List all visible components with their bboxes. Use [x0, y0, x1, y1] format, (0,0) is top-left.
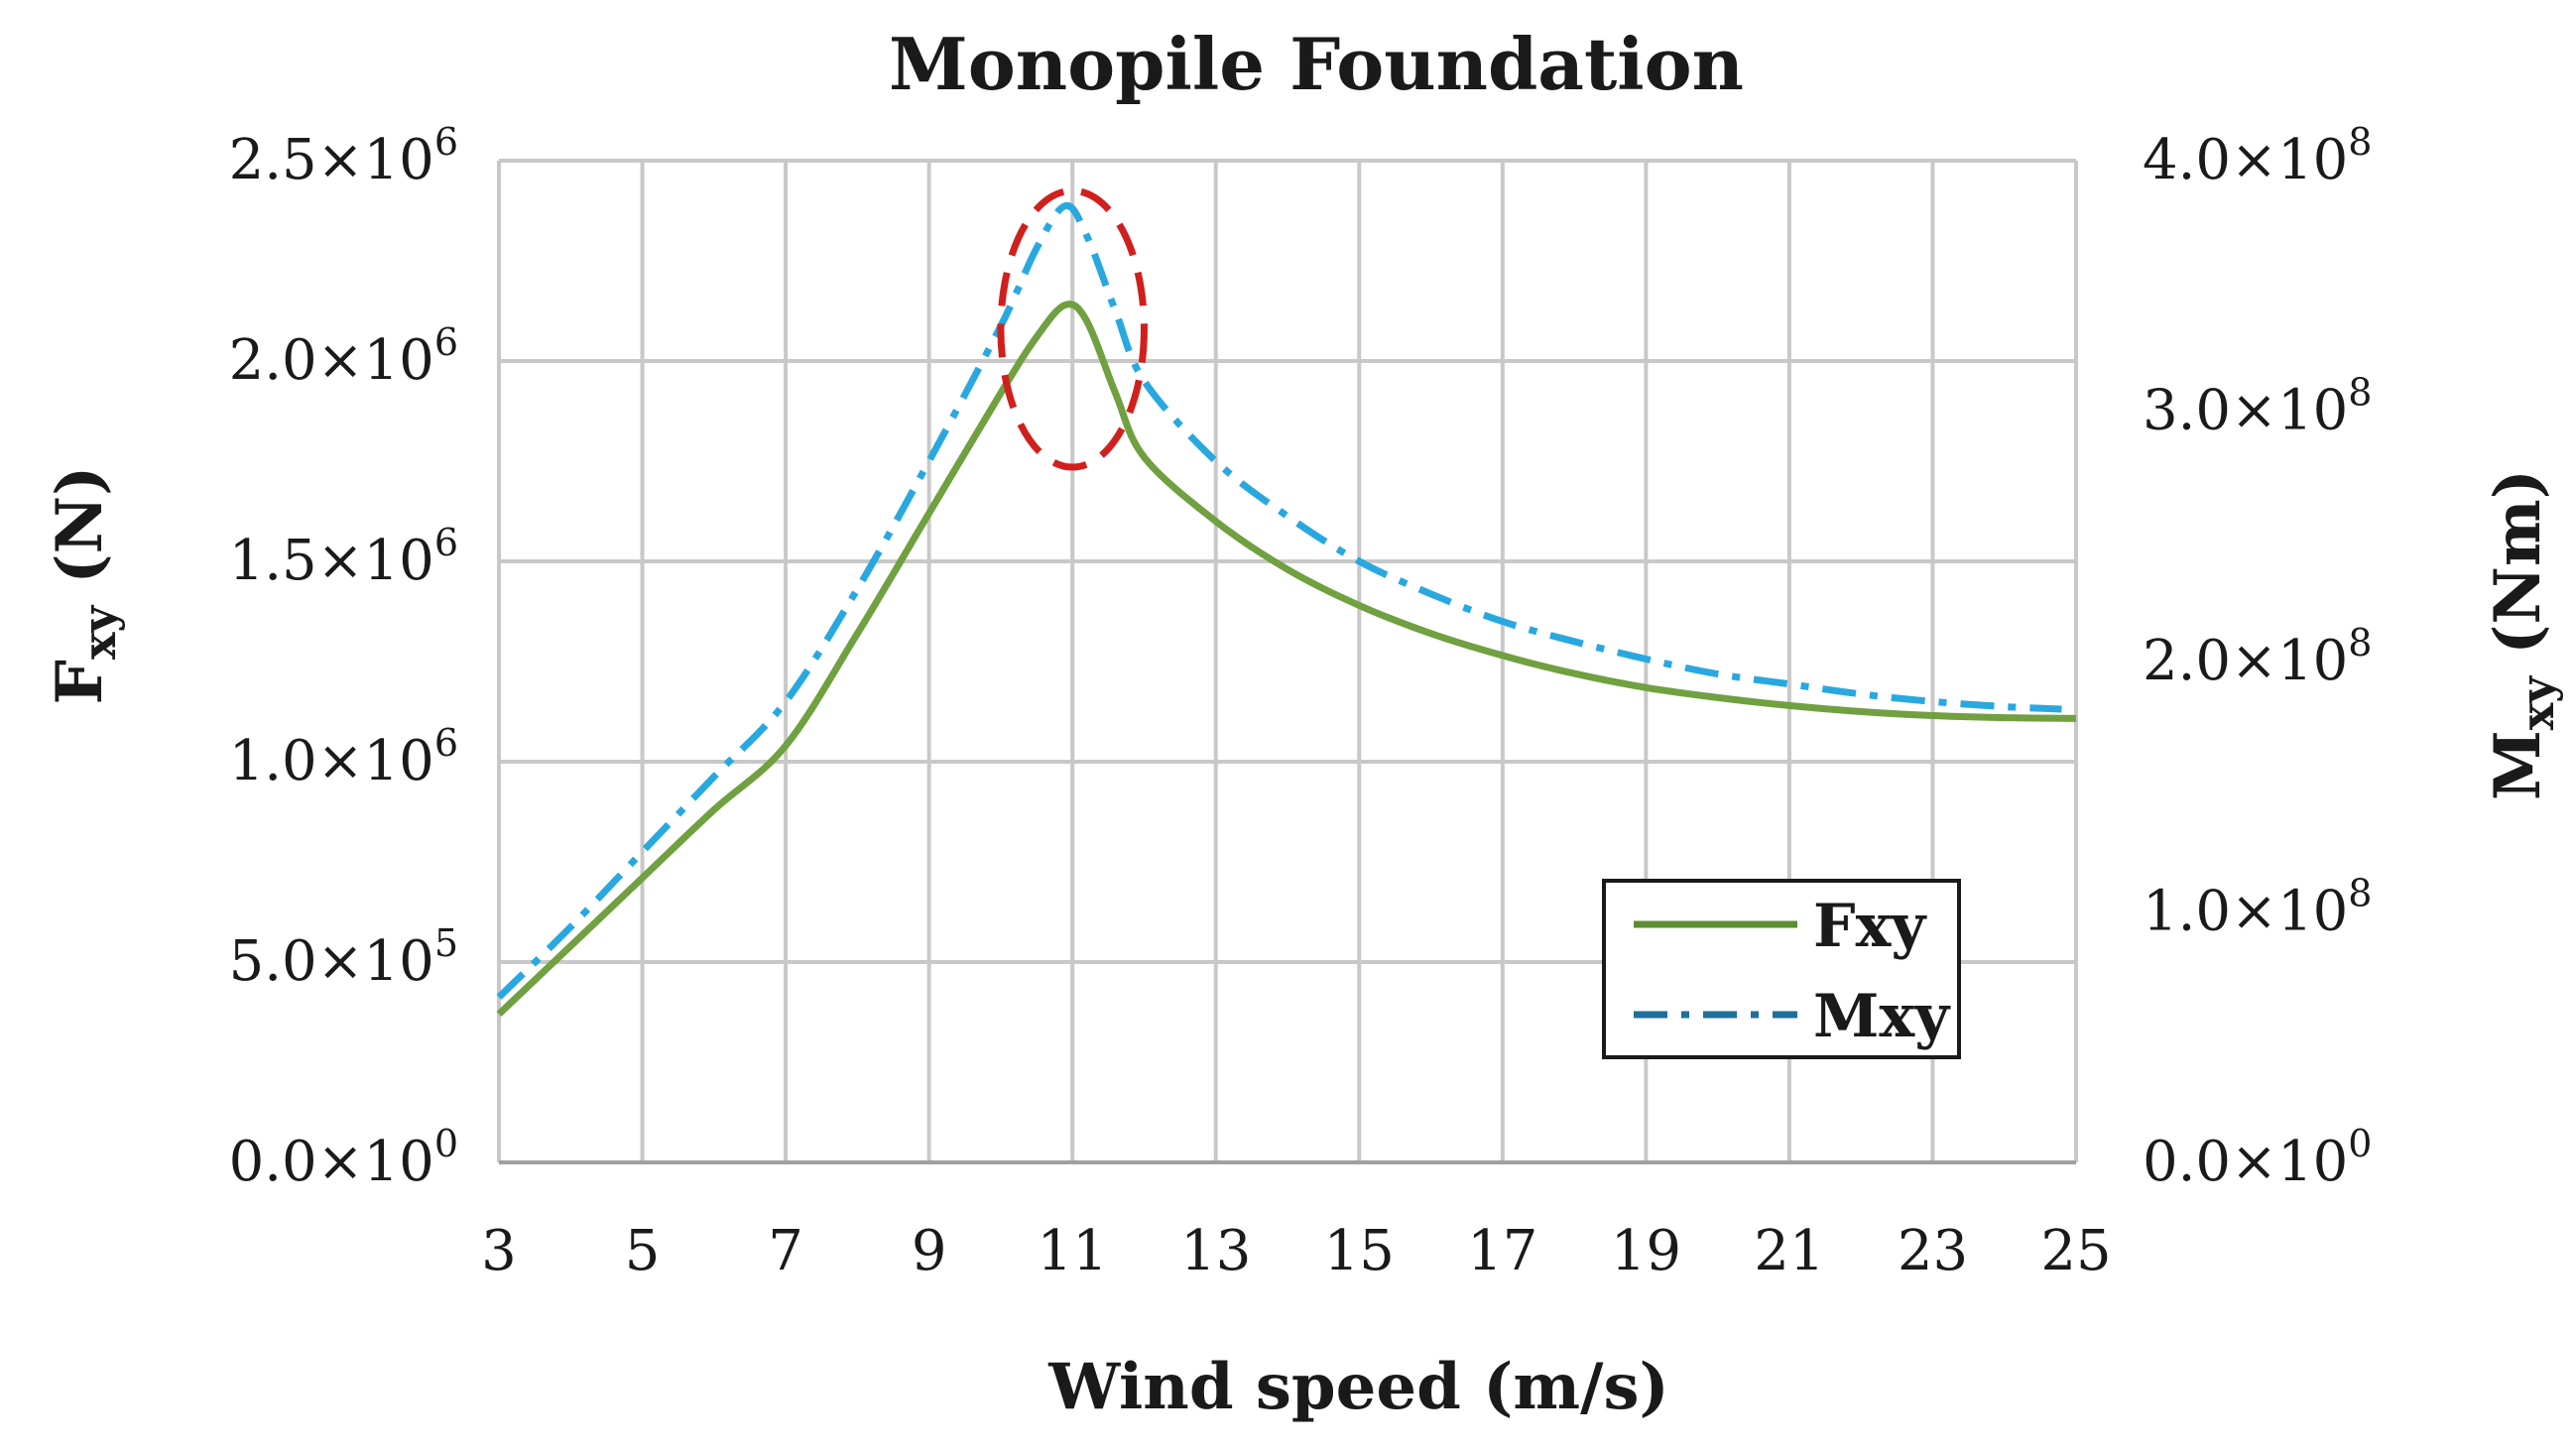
tick-mantissa: 1.0×10 — [229, 729, 434, 793]
tick-exponent: 8 — [2348, 120, 2372, 164]
tick-exponent: 0 — [434, 1122, 458, 1165]
x-tick-label: 21 — [1754, 1219, 1824, 1283]
y-left-main: F — [43, 660, 117, 704]
tick-exponent: 8 — [2348, 872, 2372, 915]
x-tick-label: 17 — [1467, 1219, 1537, 1283]
tick-exponent: 6 — [434, 721, 458, 765]
x-axis-label: Wind speed (m/s) — [1047, 1350, 1669, 1424]
y-left-tick-label: 2.5×106 — [229, 120, 458, 192]
x-tick-label: 25 — [2040, 1219, 2111, 1283]
y-axis-label-left: Fxy (N) — [43, 466, 126, 705]
legend-label-mxy: Mxy — [1813, 982, 1951, 1051]
tick-mantissa: 2.5×10 — [229, 128, 434, 192]
legend-box — [1602, 879, 1961, 1059]
tick-mantissa: 0.0×10 — [2143, 1130, 2348, 1194]
y-axis-label-right: Mxy (Nm) — [2481, 469, 2564, 800]
y-right-unit: (Nm) — [2481, 469, 2555, 676]
tick-mantissa: 1.5×10 — [229, 529, 434, 593]
tick-mantissa: 3.0×10 — [2143, 379, 2348, 443]
y-right-tick-label: 4.0×108 — [2143, 120, 2372, 192]
x-tick-label: 7 — [768, 1219, 803, 1283]
peak-highlight-circle — [997, 186, 1148, 471]
y-right-tick-label: 0.0×100 — [2143, 1122, 2372, 1194]
y-right-tick-label: 3.0×108 — [2143, 371, 2372, 443]
tick-exponent: 8 — [2348, 621, 2372, 665]
x-tick-label: 13 — [1180, 1219, 1251, 1283]
tick-mantissa: 4.0×10 — [2143, 128, 2348, 192]
tick-mantissa: 2.0×10 — [229, 328, 434, 393]
tick-exponent: 5 — [434, 921, 458, 965]
y-left-tick-label: 5.0×105 — [229, 921, 458, 994]
tick-mantissa: 2.0×10 — [2143, 629, 2348, 693]
y-right-sub: xy — [2511, 675, 2564, 730]
y-left-tick-label: 0.0×100 — [229, 1122, 458, 1194]
series-line-mxy — [496, 201, 2062, 1000]
y-left-unit: (N) — [43, 466, 117, 606]
series-layer — [496, 201, 2077, 1018]
chart-title: Monopile Foundation — [889, 22, 1744, 106]
annotation-layer — [997, 186, 1148, 471]
x-tick-label: 3 — [481, 1219, 517, 1283]
y-left-sub: xy — [72, 605, 126, 660]
tick-mantissa: 1.0×10 — [2143, 880, 2348, 944]
tick-labels: 3 5 7 9 11 13 15 17 19 21 23 250.0×1005.0×1051.0×10… — [229, 120, 2373, 1283]
y-right-main: M — [2481, 730, 2555, 800]
y-right-tick-label: 1.0×108 — [2143, 872, 2372, 944]
y-left-tick-label: 2.0×106 — [229, 320, 458, 393]
x-tick-label: 23 — [1898, 1219, 1968, 1283]
x-tick-label: 19 — [1611, 1219, 1681, 1283]
x-tick-label: 11 — [1038, 1219, 1108, 1283]
tick-exponent: 6 — [434, 120, 458, 164]
y-left-tick-label: 1.0×106 — [229, 721, 458, 793]
series-line-fxy — [496, 301, 2077, 1018]
tick-exponent: 6 — [434, 521, 458, 564]
tick-exponent: 0 — [2348, 1122, 2372, 1165]
tick-exponent: 6 — [434, 320, 458, 364]
tick-mantissa: 0.0×10 — [229, 1130, 434, 1194]
legend-label-fxy: Fxy — [1813, 892, 1927, 961]
x-tick-label: 15 — [1324, 1219, 1395, 1283]
x-tick-label: 9 — [912, 1219, 947, 1283]
y-left-tick-label: 1.5×106 — [229, 521, 458, 593]
y-right-tick-label: 2.0×108 — [2143, 621, 2372, 693]
x-tick-label: 5 — [625, 1219, 661, 1283]
tick-exponent: 8 — [2348, 371, 2372, 415]
legend: Fxy Mxy — [1602, 879, 1961, 1059]
tick-mantissa: 5.0×10 — [229, 929, 434, 994]
